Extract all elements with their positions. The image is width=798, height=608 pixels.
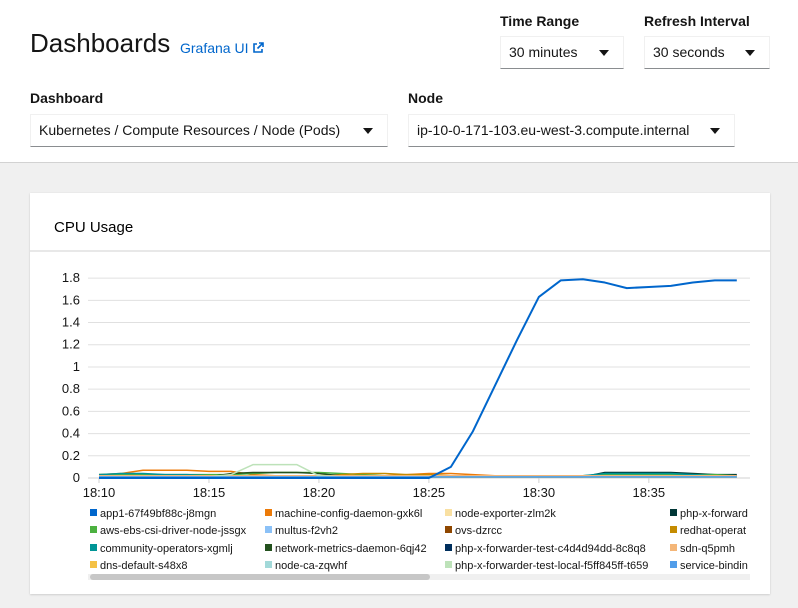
- legend-label: php-x-forward: [680, 508, 748, 520]
- legend-label: network-metrics-daemon-6qj42: [275, 543, 427, 555]
- x-tick-label: 18:15: [193, 485, 226, 500]
- x-tick-label: 18:30: [523, 485, 556, 500]
- legend-label: machine-config-daemon-gxk6l: [275, 508, 422, 520]
- legend-label: dns-default-s48x8: [100, 560, 187, 572]
- refresh-label: Refresh Interval: [644, 13, 750, 29]
- legend-swatch: [670, 561, 677, 568]
- x-tick-label: 18:20: [303, 485, 336, 500]
- legend-label: node-exporter-zlm2k: [455, 508, 556, 520]
- y-tick-label: 0.6: [62, 403, 80, 418]
- legend-swatch: [265, 544, 272, 551]
- dashboard-select[interactable]: Kubernetes / Compute Resources / Node (P…: [30, 114, 388, 147]
- legend-swatch: [445, 526, 452, 533]
- y-tick-label: 0.2: [62, 448, 80, 463]
- legend-label: redhat-operat: [680, 525, 746, 537]
- legend-label: aws-ebs-csi-driver-node-jssgx: [100, 525, 247, 537]
- legend-label: php-x-forwarder-test-local-f5ff845ff-t65…: [455, 560, 648, 572]
- scrollbar-thumb[interactable]: [90, 574, 430, 580]
- select-value: Kubernetes / Compute Resources / Node (P…: [39, 122, 341, 138]
- legend-swatch: [265, 526, 272, 533]
- legend: app1-67f49bf88c-j8mgn machine-config-daem…: [90, 508, 748, 572]
- legend-label: node-ca-zqwhf: [275, 560, 348, 572]
- legend-swatch: [90, 544, 97, 551]
- dashboard-label: Dashboard: [30, 90, 104, 106]
- legend-swatch: [90, 526, 97, 533]
- legend-label: sdn-q5pmh: [680, 543, 735, 555]
- caret: [599, 50, 609, 56]
- header: Dashboards Grafana UI Time Range 30 minu…: [0, 0, 798, 163]
- caret: [745, 50, 755, 56]
- external-icon: [253, 42, 265, 53]
- legend-swatch: [670, 509, 677, 516]
- legend-swatch: [670, 544, 677, 551]
- x-tick-label: 18:10: [83, 485, 116, 500]
- link-text[interactable]: Grafana UI: [180, 40, 249, 56]
- legend-swatch: [445, 561, 452, 568]
- grafana-link[interactable]: Grafana UI: [180, 40, 265, 56]
- node-label: Node: [408, 90, 443, 106]
- legend-label: php-x-forwarder-test-c4d4d94dd-8c8q8: [455, 543, 646, 555]
- legend-label: multus-f2vh2: [275, 525, 338, 537]
- caret: [363, 128, 373, 134]
- select-value: 30 minutes: [509, 44, 578, 60]
- legend-swatch: [265, 509, 272, 516]
- legend-swatch: [90, 509, 97, 516]
- y-tick-label: 1.8: [62, 270, 80, 285]
- select-value: 30 seconds: [653, 44, 725, 60]
- legend-label: app1-67f49bf88c-j8mgn: [100, 508, 216, 520]
- plot: 0 0.2 0.4 0.6 0.8 1 1.2 1.4 1.6 1.8 18:10 18:15 18:2…: [62, 270, 750, 500]
- y-tick-label: 1: [73, 359, 80, 374]
- x-tick-label: 18:35: [633, 485, 666, 500]
- time-range-select[interactable]: 30 minutes: [500, 36, 624, 69]
- legend-swatch: [670, 526, 677, 533]
- refresh-select[interactable]: 30 seconds: [644, 36, 770, 69]
- legend-swatch: [90, 561, 97, 568]
- y-tick-label: 0.8: [62, 381, 80, 396]
- caret: [710, 128, 720, 134]
- time-range-label: Time Range: [500, 13, 580, 29]
- y-tick-label: 1.2: [62, 337, 80, 352]
- legend-swatch: [445, 509, 452, 516]
- legend-swatch: [265, 561, 272, 568]
- y-tick-label: 1.4: [62, 315, 80, 330]
- legend-label: ovs-dzrcc: [455, 525, 503, 537]
- x-tick-label: 18:25: [413, 485, 446, 500]
- y-tick-label: 1.6: [62, 292, 80, 307]
- select-value: ip-10-0-171-103.eu-west-3.compute.intern…: [417, 122, 690, 138]
- card: [30, 193, 770, 594]
- series-line: [99, 278, 737, 479]
- chart-title: CPU Usage: [54, 219, 133, 236]
- legend-label: community-operators-xgmlj: [100, 543, 233, 555]
- y-tick-label: 0.4: [62, 426, 80, 441]
- node-select[interactable]: ip-10-0-171-103.eu-west-3.compute.intern…: [408, 114, 735, 147]
- legend-label: service-bindin: [680, 560, 748, 572]
- legend-swatch: [445, 544, 452, 551]
- y-tick-label: 0: [73, 470, 80, 485]
- page-title: Dashboards: [30, 28, 171, 58]
